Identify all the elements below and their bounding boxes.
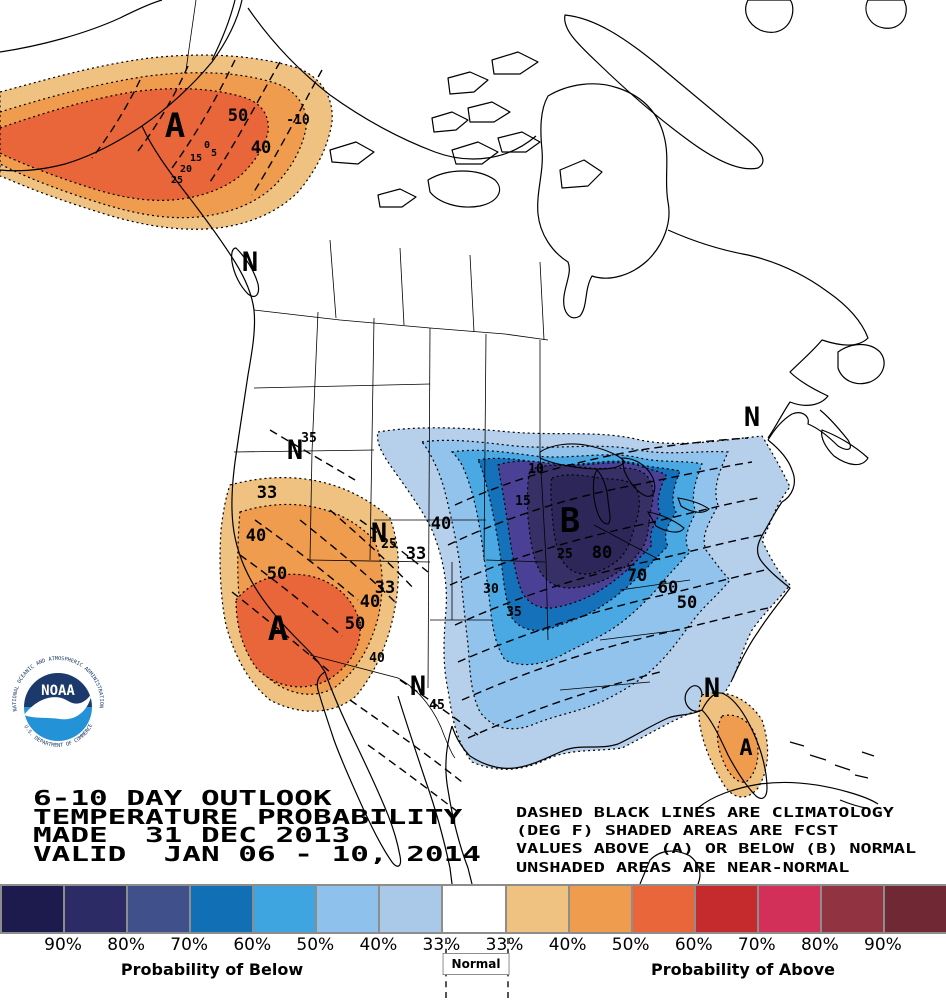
legend-tick-label: 33% <box>422 935 461 955</box>
near-normal-letter-label: N <box>704 673 720 704</box>
great-lakes <box>539 443 710 533</box>
probability-contour-label: 40 <box>431 514 451 534</box>
region-letter-label: B <box>560 501 580 541</box>
legend-tick-label: 33% <box>485 935 524 955</box>
probability-contour-label: 50 <box>677 593 697 613</box>
climatology-value-label: -10 <box>286 113 310 128</box>
region-letter-label: A <box>165 106 185 146</box>
legend-tick-label: 80% <box>107 935 146 955</box>
legend-tick-label: 90% <box>864 935 902 955</box>
probability-contour-label: 33 <box>375 578 395 598</box>
climatology-value-label: 10 <box>528 462 544 477</box>
legend-cell-above_50 <box>632 886 696 932</box>
noaa-logo: NOAA NATIONAL OCEANIC AND ATMOSPHERIC AD… <box>9 656 107 756</box>
legend-tick-label: 90% <box>44 935 82 955</box>
legend-tick-label: 80% <box>800 935 839 955</box>
probability-contour-label: 70 <box>627 566 647 586</box>
legend-cell-normal <box>443 886 507 932</box>
legend-tick-label: 40% <box>548 935 587 955</box>
climatology-value-label: 35 <box>301 431 317 446</box>
climatology-lines <box>91 59 769 816</box>
near-normal-letter-label: N <box>744 402 760 433</box>
climatology-value-label-small: 5 <box>211 148 217 159</box>
probability-contour-label: 50 <box>228 106 248 126</box>
legend-cell-above_40 <box>569 886 633 932</box>
note-line-2: (DEG F) SHADED AREAS ARE FCST <box>516 824 839 840</box>
legend-cell-above_70 <box>758 886 822 932</box>
legend-tick-label: 60% <box>674 935 713 955</box>
legend-tick-label: 70% <box>170 935 209 955</box>
climatology-value-label: 40 <box>369 651 385 666</box>
probability-tick-labels: 90% 80% 70% 60% 50% 40% 33% 33% 40% 50% 60% 70% 80% 9… <box>0 935 946 957</box>
legend-cell-below_33 <box>380 886 444 932</box>
probability-contour-label: 50 <box>267 564 287 584</box>
probability-contour-label: 50 <box>345 614 365 634</box>
climatology-value-label-small: 15 <box>190 153 202 164</box>
state-borders <box>185 0 691 759</box>
probability-contour-label: 33 <box>406 544 426 564</box>
probability-of-above-label: Probability of Above <box>650 960 836 979</box>
legend-tick-label: 40% <box>359 935 398 955</box>
near-normal-letter-label: N <box>410 671 426 702</box>
region-letter-label: A <box>268 609 288 649</box>
near-normal-letter-label: N <box>371 518 387 549</box>
logo-org-text: NOAA <box>41 683 75 699</box>
climatology-value-label: 35 <box>506 605 522 620</box>
title-line-3: MADE 31 DEC 2013 <box>33 823 351 847</box>
legend-tick-label: 50% <box>611 935 650 955</box>
probability-contour-label: 40 <box>246 526 266 546</box>
note-line-3: VALUES ABOVE (A) OR BELOW (B) NORMAL <box>516 842 917 858</box>
probability-of-below-label: Probability of Below <box>120 960 304 979</box>
title-line-1: 6-10 DAY OUTLOOK <box>33 786 332 810</box>
legend-cell-below_60 <box>191 886 255 932</box>
legend-cell-below_70 <box>128 886 192 932</box>
probability-contour-label: 40 <box>360 592 380 612</box>
title-line-4: VALID JAN 06 - 10, 2014 <box>33 841 481 866</box>
probability-contour-label: 40 <box>251 138 271 158</box>
legend-cell-above_80 <box>821 886 885 932</box>
climatology-value-label: 25 <box>557 547 573 562</box>
seagull-icon <box>24 693 92 720</box>
coastlines <box>0 0 907 884</box>
climatology-value-label: 30 <box>483 582 499 597</box>
legend-cell-below_40 <box>317 886 381 932</box>
legend-tick-label: 50% <box>296 935 335 955</box>
near-normal-letter-label: N <box>242 247 258 278</box>
legend-tick-label: 70% <box>737 935 776 955</box>
climatology-value-label-small: 20 <box>180 164 192 175</box>
forecast-areas <box>0 54 791 798</box>
legend-cell-below_50 <box>254 886 318 932</box>
note-line-1: DASHED BLACK LINES ARE CLIMATOLOGY <box>516 806 894 821</box>
legend-tick-label: 60% <box>233 935 272 955</box>
title-line-2: TEMPERATURE PROBABILITY <box>33 804 463 829</box>
normal-label: Normal <box>442 953 510 975</box>
legend-cell-above_60 <box>695 886 759 932</box>
legend-cell-above_33 <box>506 886 570 932</box>
probability-contour-label: 80 <box>592 543 612 563</box>
near-normal-letter-label: N <box>287 435 303 466</box>
climatology-value-label-small: 0 <box>204 140 210 151</box>
probability-contour-label: 60 <box>658 578 678 598</box>
probability-contour-label: 33 <box>257 483 277 503</box>
legend-note-block: DASHED BLACK LINES ARE CLIMATOLOGY (DEG … <box>516 805 916 878</box>
title-block: 6-10 DAY OUTLOOK TEMPERATURE PROBABILITY… <box>33 788 481 863</box>
probability-color-bar <box>0 884 946 934</box>
climatology-value-label: 15 <box>515 494 531 509</box>
region-letter-label: A <box>739 736 752 761</box>
legend-cell-below_80 <box>65 886 129 932</box>
climatology-value-label: 25 <box>381 537 397 552</box>
climatology-value-label: 45 <box>429 698 445 713</box>
legend-cell-below_90 <box>2 886 66 932</box>
legend-cell-above_90 <box>884 886 946 932</box>
climatology-value-label-small: 25 <box>171 175 183 186</box>
note-line-4: UNSHADED AREAS ARE NEAR-NORMAL <box>516 860 850 876</box>
